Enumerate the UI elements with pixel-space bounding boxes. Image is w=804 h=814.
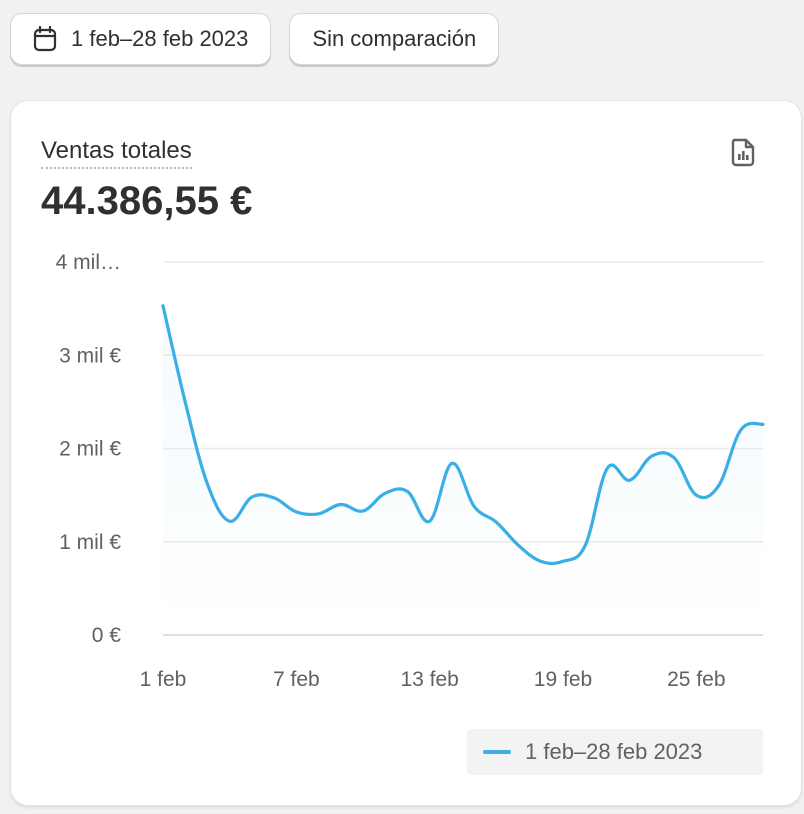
data-point — [294, 510, 298, 514]
comparison-label: Sin comparación — [312, 26, 477, 51]
data-point — [539, 559, 543, 563]
y-tick-label: 4 mil… — [56, 251, 121, 274]
legend-label: 1 feb–28 feb 2023 — [525, 739, 703, 764]
data-point — [406, 489, 409, 493]
metric-title[interactable]: Ventas totales — [41, 137, 192, 169]
date-range-button[interactable]: 1 feb–28 feb 2023 — [10, 13, 272, 65]
y-tick-label: 0 € — [92, 624, 122, 647]
data-point — [739, 428, 743, 432]
data-point — [650, 454, 654, 458]
metric-value: 44.386,55 € — [41, 179, 253, 223]
report-icon[interactable] — [729, 137, 757, 172]
sales-card: Ventas totales 44.386,55 € 0 € 1 mil € 2 m… — [10, 100, 802, 806]
data-point — [494, 520, 498, 524]
y-tick-label: 1 mil € — [59, 531, 121, 554]
data-point — [317, 512, 320, 516]
data-point — [606, 466, 609, 470]
series-points — [161, 304, 765, 563]
chart-legend[interactable]: 1 feb–28 feb 2023 — [467, 729, 763, 775]
data-point — [561, 559, 565, 563]
x-tick-label: 7 feb — [273, 668, 320, 691]
data-point — [694, 493, 698, 497]
data-point — [517, 544, 520, 547]
data-point — [583, 544, 587, 547]
toolbar: 1 feb–28 feb 2023 Sin comparación — [10, 13, 500, 65]
data-point — [717, 484, 720, 488]
data-point — [250, 495, 254, 499]
date-range-label: 1 feb–28 feb 2023 — [71, 26, 249, 51]
series-area — [163, 305, 763, 635]
data-point — [361, 509, 365, 513]
x-tick-label: 19 feb — [534, 668, 592, 691]
data-point — [761, 422, 765, 426]
legend-swatch — [483, 750, 511, 754]
data-point — [472, 504, 476, 508]
y-axis-labels: 0 € 1 mil € 2 mil € 3 mil € 4 mil… — [56, 251, 122, 647]
sales-line-chart: 0 € 1 mil € 2 mil € 3 mil € 4 mil… 1 feb 7 fe… — [56, 251, 765, 691]
data-point — [183, 400, 187, 404]
calendar-icon — [33, 26, 57, 52]
x-axis-labels: 1 feb 7 feb 13 feb 19 feb 25 feb — [140, 668, 726, 691]
data-point — [161, 304, 165, 308]
x-tick-label: 1 feb — [140, 668, 187, 691]
data-point — [450, 462, 454, 465]
data-point — [272, 496, 276, 500]
data-point — [383, 491, 387, 495]
data-point — [206, 482, 209, 486]
series-line — [161, 304, 765, 566]
y-tick-label: 2 mil € — [59, 438, 121, 461]
data-point — [672, 456, 676, 460]
x-tick-label: 13 feb — [400, 668, 458, 691]
data-point — [228, 519, 232, 523]
data-point — [428, 519, 432, 523]
x-tick-label: 25 feb — [667, 668, 725, 691]
data-point — [628, 478, 632, 482]
comparison-button[interactable]: Sin comparación — [289, 13, 500, 65]
y-tick-label: 3 mil € — [59, 344, 121, 367]
data-point — [339, 503, 343, 506]
